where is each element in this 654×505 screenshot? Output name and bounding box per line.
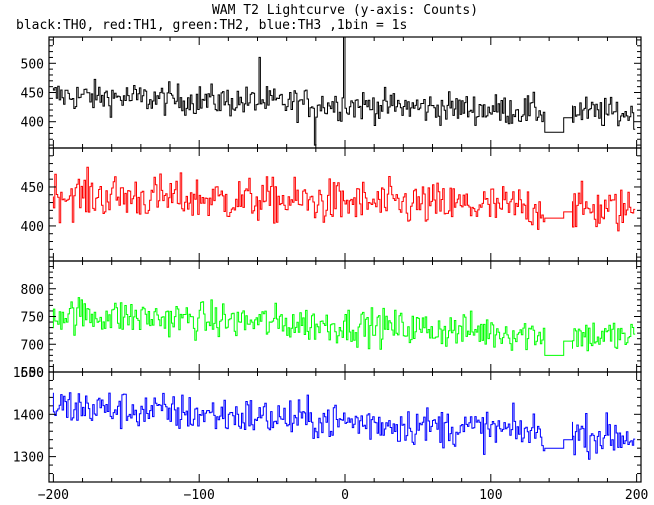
panel-th1: 400 450 [21,147,642,262]
x-tick-label: 100 [479,488,502,503]
series-line-th1 [52,166,636,232]
y-tick-label: 400 [21,220,44,235]
x-axis: −200 −100 0 100 200 [38,488,649,503]
panel-th3: 1300 1400 1500 [13,366,642,483]
y-tick-label: 650 [21,366,44,381]
panel-th2: 650 700 750 800 [21,260,642,381]
series-line-th3 [52,392,636,460]
chart-title: WAM T2 Lightcurve (y-axis: Counts) [212,3,478,18]
y-tick-label: 1500 [13,366,44,381]
panel-frame [48,371,642,483]
panel-th0: 400 450 500 [21,36,642,149]
y-tick-label: 800 [21,283,44,298]
panels-group: 400 450 500 400 450 650 700 750 800 1300 1400 1500 [13,36,642,483]
y-tick-label: 750 [21,311,44,326]
series-line-th2 [52,297,636,356]
y-tick-label: 500 [21,57,44,72]
y-tick-label: 1300 [13,451,44,466]
y-tick-label: 450 [21,87,44,102]
y-tick-label: 1400 [13,408,44,423]
x-tick-label: 0 [341,488,349,503]
chart-subtitle: black:TH0, red:TH1, green:TH2, blue:TH3 … [16,18,407,33]
x-tick-label: −200 [38,488,69,503]
x-tick-label: 200 [625,488,648,503]
x-tick-label: −100 [184,488,215,503]
series-line-th0 [52,37,636,146]
y-tick-label: 700 [21,338,44,353]
y-tick-label: 400 [21,116,44,131]
y-tick-label: 450 [21,181,44,196]
